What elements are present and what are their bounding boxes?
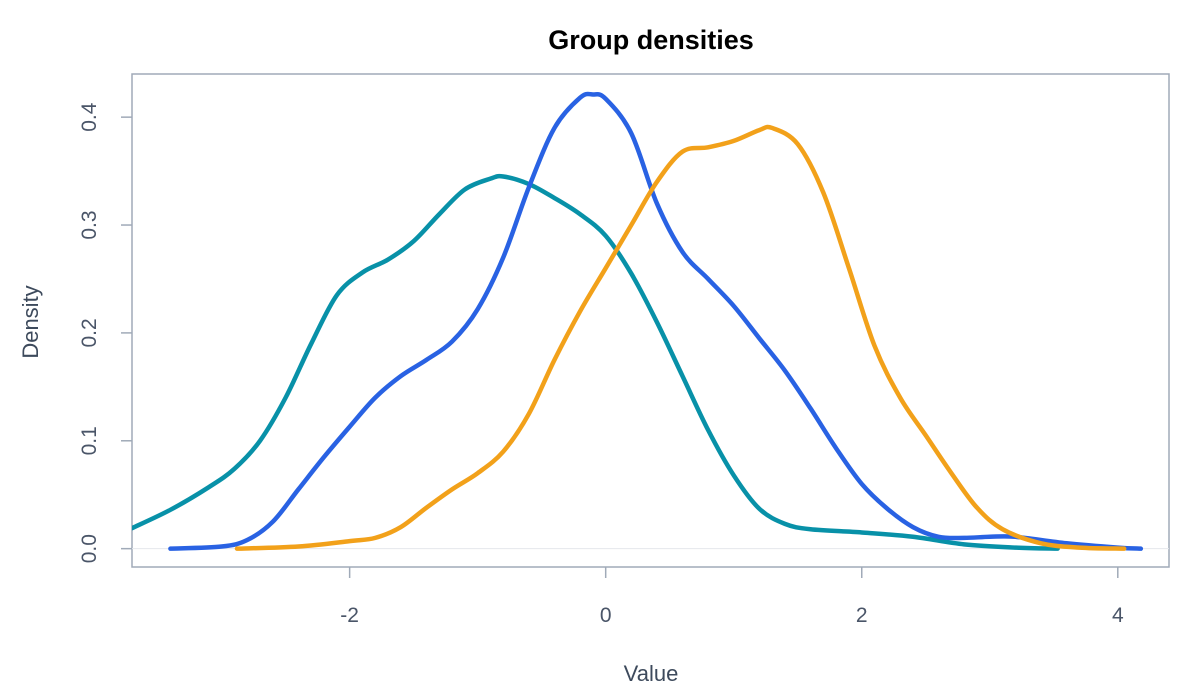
y-tick-label: 0.3 (78, 210, 101, 239)
x-tick-label: 4 (1112, 604, 1124, 627)
y-axis: 0.0 0.1 0.2 0.3 0.4 (78, 102, 132, 563)
series-layer (132, 91, 1144, 551)
y-axis-label: Density (18, 285, 43, 358)
orange-density-line (234, 124, 1127, 551)
y-tick-label: 0.4 (78, 102, 101, 132)
x-tick-label: 0 (600, 604, 612, 627)
x-tick-label: -2 (340, 604, 359, 627)
x-tick-label: 2 (856, 604, 868, 627)
blue-density-line (168, 91, 1144, 551)
y-tick-label: 0.1 (78, 426, 101, 455)
y-tick-label: 0.0 (78, 534, 101, 563)
y-tick-label: 0.2 (78, 318, 101, 347)
x-axis: -2 0 2 4 (340, 567, 1124, 627)
x-axis-label: Value (624, 661, 679, 686)
plot-frame (131, 73, 1170, 568)
chart-title: Group densities (548, 25, 754, 55)
teal-density-line (132, 173, 1060, 551)
